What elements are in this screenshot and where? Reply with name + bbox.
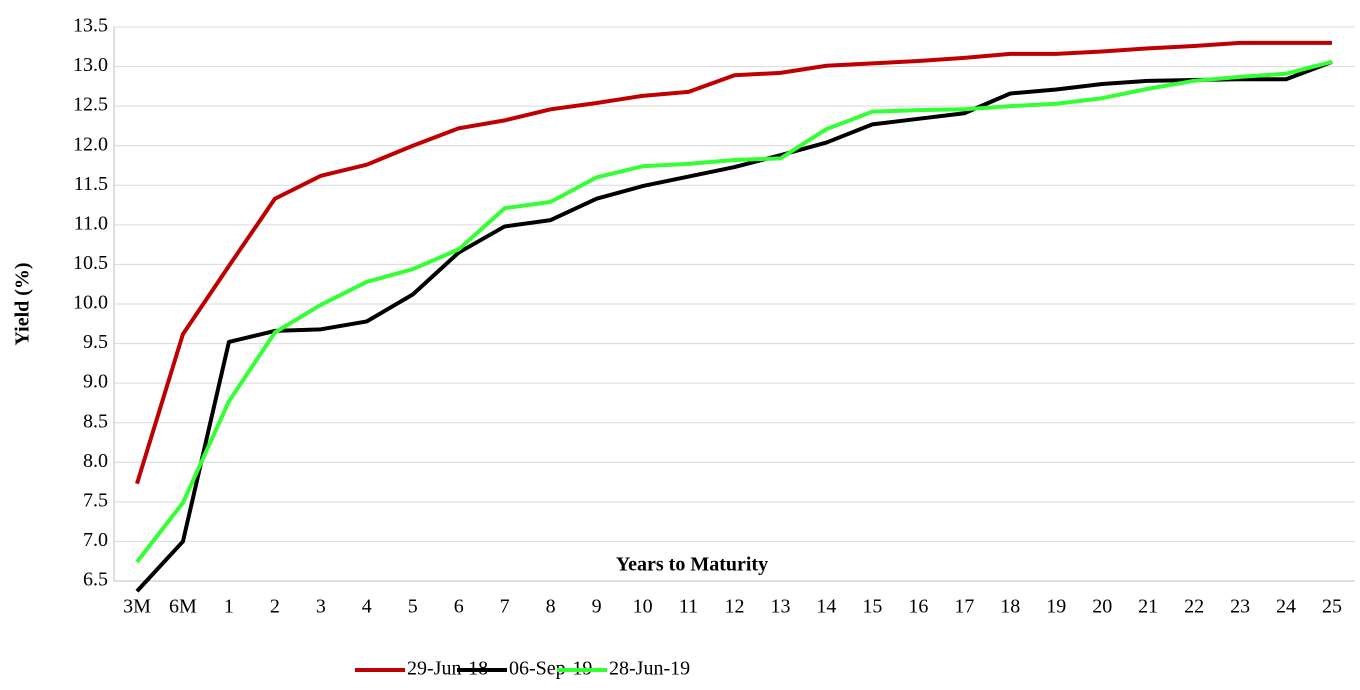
x-tick-label: 19	[1046, 596, 1066, 618]
y-tick-label: 13.0	[73, 54, 108, 76]
y-tick-label: 12.0	[73, 133, 108, 155]
x-tick-label: 18	[1000, 596, 1020, 618]
x-tick-label: 7	[500, 596, 510, 618]
y-tick-label: 10.0	[73, 292, 108, 314]
x-tick-label: 20	[1092, 596, 1112, 618]
y-tick-label: 8.5	[83, 410, 108, 432]
y-tick-label: 7.0	[83, 529, 108, 551]
series-line	[135, 40, 1333, 485]
series-line	[135, 59, 1333, 564]
y-tick-label: 11.0	[74, 212, 108, 234]
y-tick-label: 13.5	[73, 15, 108, 37]
x-tick-label: 24	[1276, 596, 1296, 618]
y-tick-label: 7.5	[83, 489, 108, 511]
x-tick-label: 25	[1322, 596, 1342, 618]
x-tick-label: 13	[770, 596, 790, 618]
x-tick-label: 23	[1230, 596, 1250, 618]
y-tick-label: 11.5	[74, 173, 108, 195]
x-tick-label: 6M	[169, 596, 197, 618]
y-tick-label: 12.5	[73, 94, 108, 116]
x-axis-title: Years to Maturity	[616, 554, 768, 576]
x-tick-label: 22	[1184, 596, 1204, 618]
legend-label: 28-Jun-19	[609, 658, 690, 680]
x-tick-label: 11	[679, 596, 698, 618]
x-tick-label: 15	[862, 596, 882, 618]
y-tick-label: 10.5	[73, 252, 108, 274]
x-tick-label: 16	[908, 596, 928, 618]
x-tick-label: 5	[408, 596, 418, 618]
x-tick-label: 10	[633, 596, 653, 618]
x-tick-label: 4	[362, 596, 372, 618]
series-line	[135, 59, 1333, 593]
x-tick-label: 8	[546, 596, 556, 618]
x-tick-label: 14	[816, 596, 836, 618]
legend-label: 06-Sep-19	[509, 658, 592, 680]
legend-label: 29-Jun-18	[407, 658, 488, 680]
y-tick-label: 8.0	[83, 450, 108, 472]
y-tick-label: 6.5	[83, 569, 108, 591]
x-tick-label: 6	[454, 596, 464, 618]
x-tick-label: 17	[954, 596, 974, 618]
x-tick-label: 3	[316, 596, 326, 618]
x-tick-label: 3M	[123, 596, 151, 618]
x-tick-label: 21	[1138, 596, 1158, 618]
x-tick-label: 9	[592, 596, 602, 618]
y-tick-label: 9.5	[83, 331, 108, 353]
y-tick-label: 9.0	[83, 371, 108, 393]
y-axis-title: Yield (%)	[12, 262, 34, 345]
x-tick-label: 12	[725, 596, 745, 618]
x-tick-label: 2	[270, 596, 280, 618]
x-tick-label: 1	[224, 596, 234, 618]
